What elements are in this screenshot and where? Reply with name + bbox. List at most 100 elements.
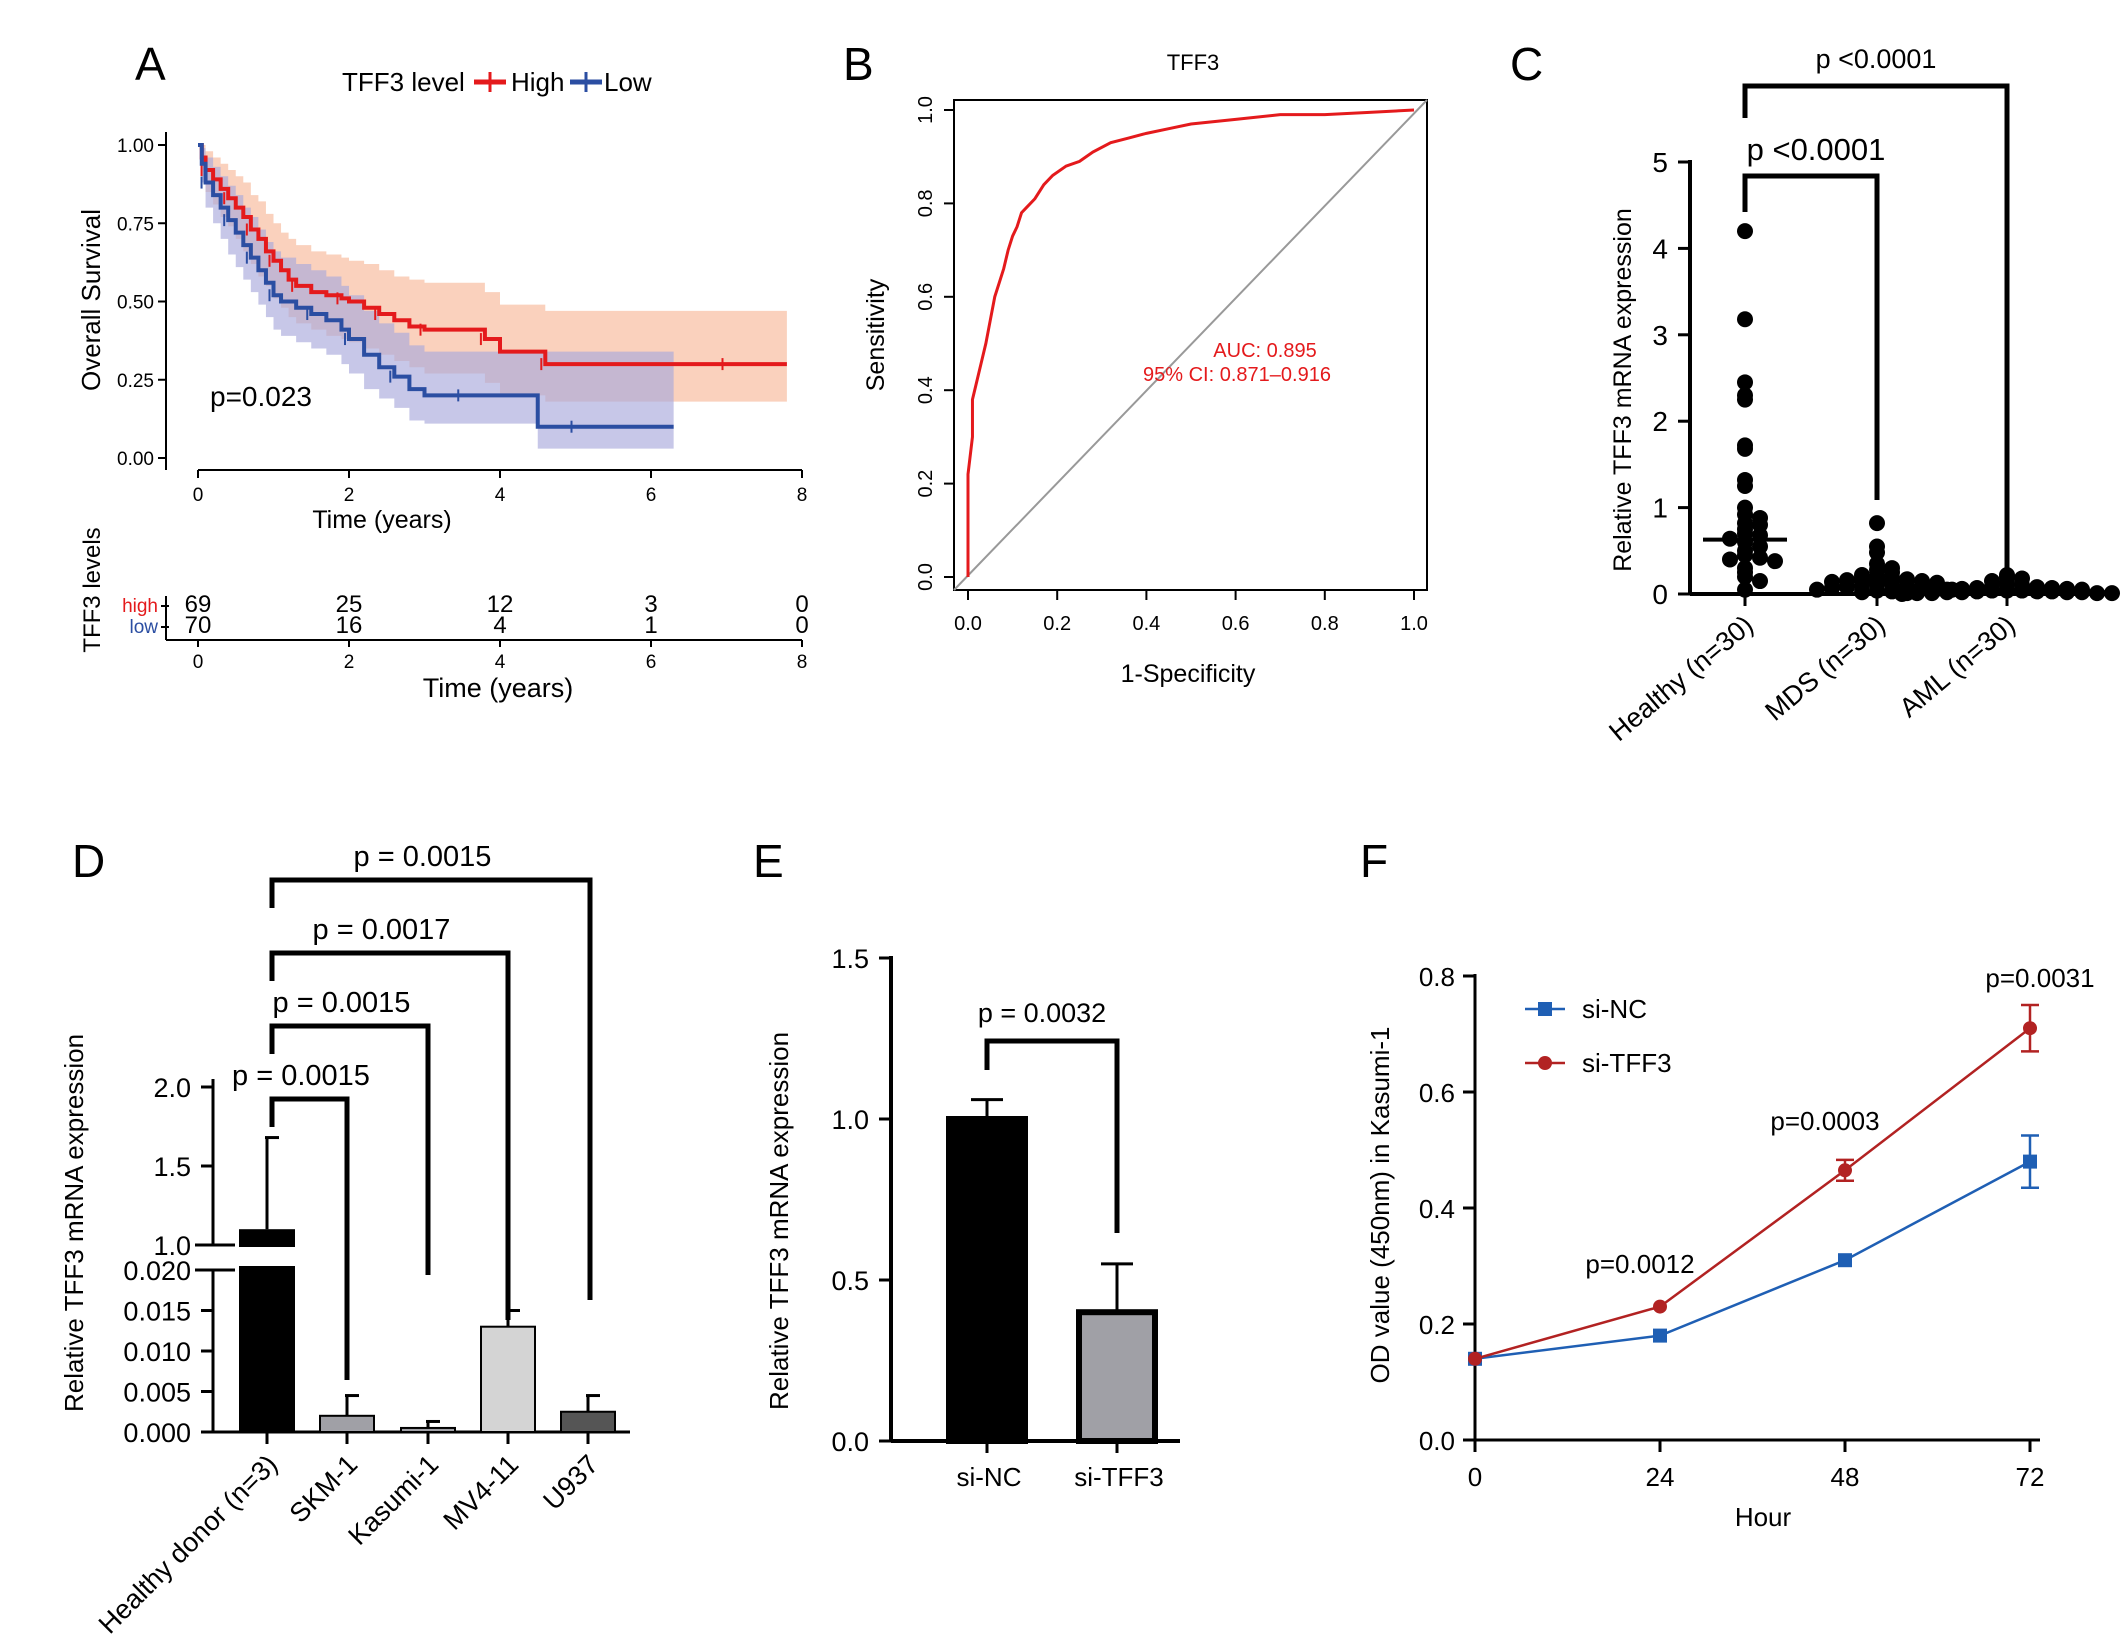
survival-curve-high (198, 143, 787, 367)
survival-x-label: Time (years) (312, 506, 451, 534)
bar-y-tick-label: 1.5 (153, 1152, 191, 1182)
risk-count: 3 (644, 591, 657, 618)
roc-y-label: Sensitivity (862, 278, 890, 391)
dot-y-tick-label: 4 (1652, 233, 1668, 264)
bar-kasumi-1 (400, 1426, 456, 1433)
comparison-bracket (269, 1096, 350, 1380)
data-point (1737, 547, 1753, 564)
growth-marker-circle (2023, 1021, 2037, 1036)
roc-x-label: 1-Specificity (1121, 660, 1256, 688)
knockdown-comparisons: p = 0.0032 (978, 998, 1120, 1233)
legend-si-tff3-marker (1538, 1056, 1552, 1070)
data-point (1752, 573, 1768, 590)
bar-y-tick-label: 0.000 (123, 1418, 191, 1448)
data-point (2104, 585, 2120, 602)
risk-x-tick-label: 0 (193, 652, 204, 673)
survival-x-tick-label: 2 (344, 485, 355, 506)
cell-line-bars (193, 1136, 616, 1434)
survival-curve-low (198, 143, 674, 429)
growth-legend: si-NC si-TFF3 (1525, 994, 1672, 1078)
risk-x-tick-label: 2 (344, 652, 355, 673)
roc-axes: 0.0 0.2 0.4 0.6 0.8 1.0 0.0 0.2 0.4 0.6 0.8 1.0 (915, 96, 1428, 635)
risk-x-tick-label: 6 (646, 652, 657, 673)
kd-y-tick-label: 0.5 (831, 1266, 869, 1296)
data-point (1939, 584, 1955, 601)
data-point (1737, 440, 1753, 457)
panel-e: E 0.0 0.5 1.0 1.5 si-NC si-TFF3 p = 0.0032 Re… (753, 835, 1180, 1492)
roc-line (966, 108, 1415, 577)
data-point (1737, 478, 1753, 494)
risk-count: 25 (336, 591, 363, 618)
panel-label-f: F (1360, 835, 1388, 887)
panel-label-c: C (1510, 38, 1543, 90)
growth-y-label: OD value (450nm) in Kasumi-1 (1365, 1027, 1395, 1384)
data-point (1752, 549, 1768, 566)
comparison-pvalue: p <0.0001 (1816, 44, 1937, 74)
survival-y-tick-label: 0.25 (117, 371, 154, 392)
dot-y-tick-label: 2 (1652, 406, 1668, 437)
kd-y-tick-label: 1.0 (831, 1105, 869, 1135)
growth-y-tick-label: 0.0 (1419, 1426, 1455, 1456)
growth-y-tick-label: 0.2 (1419, 1310, 1455, 1340)
data-point (2059, 584, 2075, 601)
panel-f: F 0.0 0.2 0.4 0.6 0.8 0 24 48 72 p=0.0012 p=0.000… (1360, 835, 2095, 1532)
panel-label-d: D (72, 835, 105, 887)
panel-a: A TFF3 level High Low 0.00 0.25 0.50 0.75 1.… (76, 38, 809, 703)
data-point (1869, 544, 1885, 561)
survival-x-tick-label: 4 (495, 485, 506, 506)
growth-marker-circle (1653, 1299, 1667, 1314)
roc-y-tick-label: 0.4 (915, 376, 937, 404)
growth-pvalue: p=0.0031 (1985, 963, 2094, 993)
data-point (1924, 585, 1940, 602)
roc-y-tick-label: 0.8 (915, 189, 937, 217)
data-point (1909, 585, 1925, 602)
roc-x-tick-label: 1.0 (1400, 613, 1428, 635)
risk-row-label-low: low (129, 617, 158, 638)
bar-skm-1 (319, 1414, 375, 1434)
roc-curve (966, 108, 1415, 577)
growth-marker-square (2023, 1154, 2037, 1169)
bar-y-tick-label: 0.010 (123, 1337, 191, 1367)
dot-y-tick-label: 1 (1652, 493, 1668, 524)
bar-y-tick-label: 1.0 (153, 1231, 191, 1261)
knockdown-bars (946, 1098, 1158, 1444)
bar-y-tick-label: 2.0 (153, 1073, 191, 1103)
kd-bar-si-tff3 (1076, 1309, 1158, 1444)
growth-y-tick-label: 0.6 (1419, 1078, 1455, 1108)
data-point (1869, 582, 1885, 599)
roc-y-tick-label: 1.0 (915, 96, 937, 124)
data-point (2089, 585, 2105, 602)
risk-count: 0 (795, 612, 808, 639)
comparison-bracket (984, 1038, 1120, 1233)
kd-category-label: si-TFF3 (1074, 1462, 1164, 1492)
panel-label-a: A (135, 38, 166, 90)
growth-x-tick-label: 48 (1831, 1462, 1860, 1492)
ci-band-low (198, 145, 674, 449)
survival-y-label: Overall Survival (76, 209, 106, 391)
risk-count: 4 (493, 612, 506, 639)
knockdown-axes: 0.0 0.5 1.0 1.5 si-NC si-TFF3 (831, 944, 1180, 1492)
roc-x-tick-label: 0.0 (954, 613, 982, 635)
dot-plot-comparisons: p <0.0001 p <0.0001 (1742, 44, 2010, 572)
growth-lines: p=0.0012 p=0.0003 p=0.0031 (1468, 963, 2095, 1366)
comparison-pvalue: p = 0.0015 (354, 841, 492, 873)
data-point (1737, 311, 1753, 328)
bar-y-tick-label: 0.020 (123, 1256, 191, 1286)
dot-y-tick-label: 3 (1652, 320, 1668, 351)
panel-b: B TFF3 0.0 0.2 0.4 0.6 0.8 1.0 0.0 0.2 0.4 0.6 0.8… (843, 38, 1428, 688)
growth-axes: 0.0 0.2 0.4 0.6 0.8 0 24 48 72 (1419, 962, 2045, 1492)
legend-si-tff3-label: si-TFF3 (1582, 1048, 1672, 1078)
roc-x-tick-label: 0.8 (1311, 613, 1339, 635)
survival-x-tick-label: 0 (193, 485, 204, 506)
panel-label-b: B (843, 38, 874, 90)
knockdown-y-label: Relative TFF3 mRNA expression (764, 1032, 794, 1410)
growth-pvalue: p=0.0012 (1585, 1249, 1694, 1279)
data-point (1737, 391, 1753, 408)
risk-count: 12 (487, 591, 514, 618)
growth-x-tick-label: 0 (1468, 1462, 1482, 1492)
dot-y-tick-label: 0 (1652, 579, 1668, 610)
growth-marker-square (1653, 1328, 1667, 1343)
growth-y-tick-label: 0.4 (1419, 1194, 1455, 1224)
risk-count: 1 (644, 612, 657, 639)
